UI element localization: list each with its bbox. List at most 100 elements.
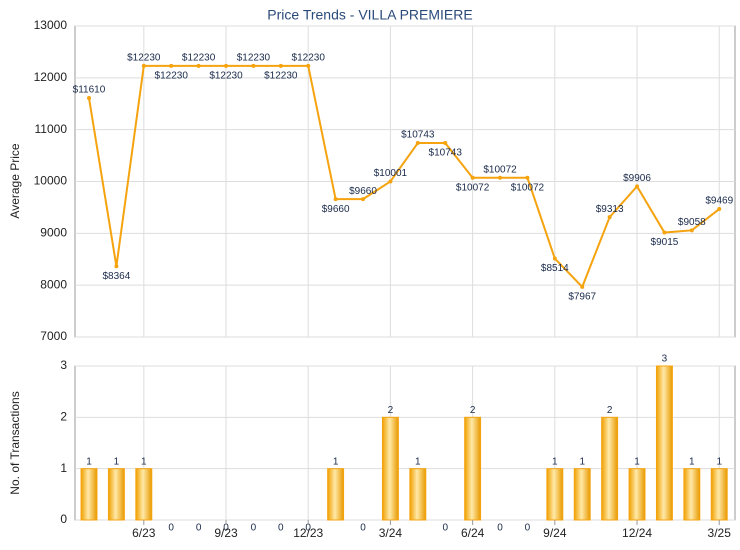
point [607,215,612,220]
y-tick-label: 9000 [40,226,67,240]
bar [601,416,619,521]
bar [80,468,98,521]
x-tick-label: 9/23 [214,526,238,540]
data-label: 0 [305,523,311,534]
data-label: $12230 [155,71,189,82]
point [552,256,557,261]
x-tick-label: 9/24 [543,526,567,540]
bar [628,468,646,521]
point [141,63,146,68]
data-label: $9015 [651,237,679,248]
bar [464,416,482,521]
bar [573,468,591,521]
x-tick-label: 3/24 [379,526,403,540]
y-tick-label: 2 [60,410,67,424]
data-label: $10743 [429,148,463,159]
data-label: 0 [525,523,531,534]
bar [655,365,673,521]
data-label: 1 [689,456,695,467]
data-label: $9660 [322,204,350,215]
bar [710,468,728,521]
x-tick-label: 12/24 [622,526,652,540]
data-label: 0 [168,523,174,534]
data-label: 1 [634,456,640,467]
data-label: $7967 [568,292,596,303]
point [196,63,201,68]
data-label: $12230 [182,53,216,64]
data-label: 1 [333,456,339,467]
bar [327,468,345,521]
point [662,230,667,235]
bar [546,468,564,521]
data-label: 1 [415,456,421,467]
point [114,264,119,269]
y-tick-label: 3 [60,358,67,372]
data-label: 1 [114,456,120,467]
data-label: 1 [579,456,585,467]
data-label: 0 [196,523,202,534]
point [689,228,694,233]
data-label: $9058 [678,217,706,228]
data-label: $10743 [401,130,435,141]
data-label: $9906 [623,173,651,184]
y-tick-label: 8000 [40,277,67,291]
x-tick-label: 12/23 [293,526,323,540]
point [415,140,420,145]
bar [683,468,701,521]
data-label: $12230 [209,71,243,82]
data-label: 0 [497,523,503,534]
data-label: 3 [662,354,668,365]
data-label: 0 [223,523,229,534]
x-tick-label: 3/25 [708,526,732,540]
point [635,184,640,189]
y-tick-label: 1 [60,461,67,475]
data-label: 0 [278,523,284,534]
point [224,63,229,68]
data-label: $8514 [541,263,569,274]
data-label: $11610 [73,85,106,96]
data-label: $8364 [102,271,130,282]
data-label: 1 [552,456,558,467]
price-line [88,64,720,289]
y-tick-label: 12000 [34,70,68,84]
bar [381,416,399,521]
point [278,63,283,68]
data-label: $9469 [705,196,733,207]
y-tick-label: 10000 [34,174,68,188]
data-label: 1 [86,456,92,467]
bar [135,468,153,521]
point [87,96,91,101]
data-label: $12230 [292,53,326,64]
y-axis-label: Average Price [8,143,22,218]
point [169,63,174,68]
y-tick-label: 0 [60,512,67,526]
point [525,175,530,180]
y-tick-label: 7000 [40,329,67,343]
data-label: 2 [470,405,476,416]
data-label: $12230 [237,53,271,64]
point [580,284,585,289]
point [498,175,503,180]
data-label: $10072 [456,182,490,193]
point [361,197,366,202]
point [306,63,311,68]
point [443,140,448,145]
x-tick-label: 6/24 [461,526,485,540]
data-label: $9313 [596,204,624,215]
data-label: 2 [607,405,613,416]
data-label: $10072 [483,164,517,175]
y-tick-label: 11000 [35,122,68,136]
data-label: 0 [360,523,366,534]
point [470,175,475,180]
data-label: $10001 [374,168,408,179]
point [333,197,338,202]
y-tick-label: 13000 [34,18,68,32]
data-label: 0 [442,523,448,534]
bar [107,468,125,521]
data-label: $10072 [511,182,545,193]
data-label: 0 [251,523,257,534]
chart-title: Price Trends - VILLA PREMIERE [267,7,472,23]
data-label: $9660 [349,186,377,197]
data-label: 1 [141,456,147,467]
